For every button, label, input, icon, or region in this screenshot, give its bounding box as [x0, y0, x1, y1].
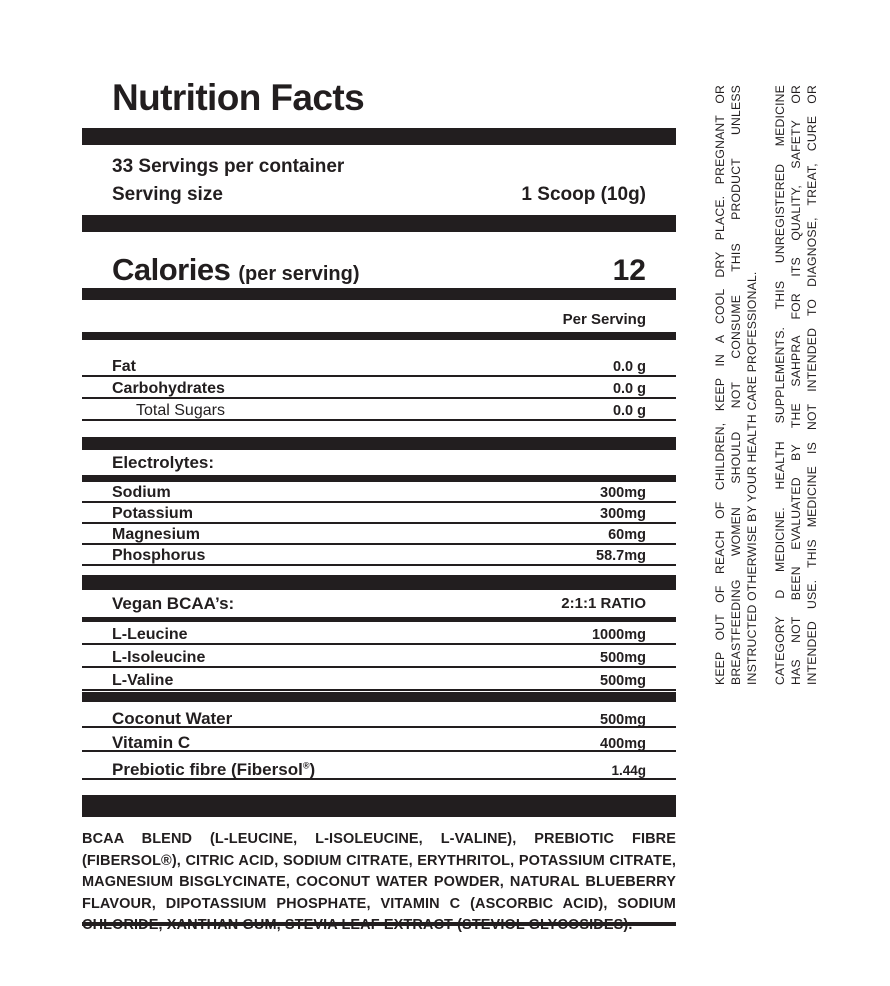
divider-bar [82, 332, 676, 340]
nutrient-label: Coconut Water [112, 709, 233, 728]
per-serving-column-header: Per Serving [562, 311, 646, 328]
nutrient-value: 0.0 g [612, 381, 646, 397]
nutrient-label: Vitamin C [112, 733, 191, 752]
nutrient-label: Potassium [112, 505, 193, 522]
nutrient-value: 58.7mg [596, 548, 646, 564]
nutrient-value: 1.44g [611, 763, 646, 778]
bcaa-ratio-value: 2:1:1 RATIO [561, 595, 646, 612]
nutrient-row: Coconut Water 500mg [82, 704, 676, 728]
divider-bar [82, 575, 676, 590]
divider-bar [82, 437, 676, 450]
nutrient-row: Vitamin C 400mg [82, 728, 676, 752]
regulatory-warning-vertical-text: CATEGORY D MEDICINE. HEALTH SUPPLEMENTS.… [772, 85, 822, 685]
calories-qualifier: (per serving) [238, 263, 360, 285]
divider-bar [82, 795, 676, 817]
serving-size-label: Serving size [112, 184, 223, 205]
calories-value: 12 [612, 254, 646, 287]
divider-bar [82, 692, 676, 702]
nutrient-row: Carbohydrates 0.0 g [82, 377, 676, 399]
nutrient-label: L-Valine [112, 672, 174, 689]
bottom-rule [82, 922, 676, 926]
nutrient-row: Fat 0.0 g [82, 355, 676, 377]
macros-table: Fat 0.0 g Carbohydrates 0.0 g Total Sugars 0.… [82, 355, 676, 421]
nutrient-value: 300mg [600, 506, 646, 522]
divider-bar [82, 215, 676, 232]
nutrient-value: 500mg [600, 673, 646, 689]
nutrient-row: L-Leucine 1000mg [82, 622, 676, 645]
bcaa-header-label: Vegan BCAA’s: [112, 593, 235, 613]
storage-warning-line: BREASTFEEDING WOMEN SHOULD NOT CONSUME T… [729, 85, 743, 685]
nutrient-row: Sodium 300mg [82, 482, 676, 503]
nutrient-value: 0.0 g [612, 403, 646, 419]
nutrient-label: L-Leucine [112, 626, 188, 643]
nutrient-label: Sodium [112, 484, 171, 501]
nutrient-label: L-Isoleucine [112, 649, 206, 666]
nutrient-row: Total Sugars 0.0 g [82, 399, 676, 421]
actives-table: Coconut Water 500mg Vitamin C 400mg Prebioti… [82, 704, 676, 780]
nutrient-row: L-Isoleucine 500mg [82, 645, 676, 668]
electrolytes-table: Sodium 300mg Potassium 300mg Magnesium 60mg Ph… [82, 482, 676, 566]
storage-warning-line: KEEP OUT OF REACH OF CHILDREN, KEEP IN A… [713, 85, 727, 685]
nutrient-value: 500mg [600, 650, 646, 666]
nutrition-facts-panel: Nutrition Facts 33 Servings per containe… [82, 78, 676, 937]
electrolytes-header-label: Electrolytes: [112, 452, 215, 472]
storage-warning-line: INSTRUCTED OTHERWISE BY YOUR HEALTH CARE… [745, 271, 759, 685]
servings-per-container: 33 Servings per container [112, 156, 345, 177]
divider-bar [82, 128, 676, 145]
nutrient-value: 400mg [600, 736, 646, 752]
divider-bar [82, 475, 676, 482]
nutrient-label: Prebiotic fibre (Fibersol®) [112, 760, 316, 779]
nutrient-row: Phosphorus 58.7mg [82, 545, 676, 566]
regulatory-warning-line: CATEGORY D MEDICINE. HEALTH SUPPLEMENTS.… [773, 85, 787, 685]
ingredients-list: BCAA BLEND (L-LEUCINE, L-ISOLEUCINE, L-V… [82, 831, 676, 933]
nutrient-label: Phosphorus [112, 547, 206, 564]
regulatory-warning-line: HAS NOT BEEN EVALUATED BY THE SAHPRA FOR… [789, 85, 803, 685]
nutrient-value: 300mg [600, 485, 646, 501]
serving-size-value: 1 Scoop (10g) [521, 184, 646, 205]
nutrient-row: Potassium 300mg [82, 503, 676, 524]
nutrient-row: Prebiotic fibre (Fibersol®) 1.44g [82, 752, 676, 780]
nutrient-label: Total Sugars [136, 402, 225, 419]
nutrient-label: Carbohydrates [112, 380, 225, 397]
calories-label: Calories [112, 252, 231, 287]
electrolytes-section-header: Electrolytes: [82, 450, 676, 475]
divider-bar [82, 617, 676, 622]
nutrient-value: 500mg [600, 712, 646, 728]
bcaa-section-header: Vegan BCAA’s: 2:1:1 RATIO [82, 590, 676, 617]
page-title: Nutrition Facts [112, 77, 365, 118]
nutrient-value: 1000mg [591, 627, 646, 643]
serving-size-row: Serving size 1 Scoop (10g) [82, 183, 676, 207]
calories-row: Calories (per serving) 12 [82, 246, 676, 287]
nutrient-value: 60mg [608, 527, 646, 543]
nutrient-row: Magnesium 60mg [82, 524, 676, 545]
nutrient-value: 0.0 g [612, 359, 646, 375]
regulatory-warning-line: INTENDED USE. THIS MEDICINE IS NOT INTEN… [805, 85, 819, 685]
nutrient-label: Magnesium [112, 526, 201, 543]
storage-warning-vertical-text: KEEP OUT OF REACH OF CHILDREN, KEEP IN A… [712, 85, 762, 685]
registered-trademark-symbol: ® [302, 760, 310, 771]
bcaa-table: L-Leucine 1000mg L-Isoleucine 500mg L-Valine… [82, 622, 676, 691]
divider-bar [82, 288, 676, 300]
nutrient-label: Fat [112, 358, 136, 375]
nutrient-row: L-Valine 500mg [82, 668, 676, 691]
